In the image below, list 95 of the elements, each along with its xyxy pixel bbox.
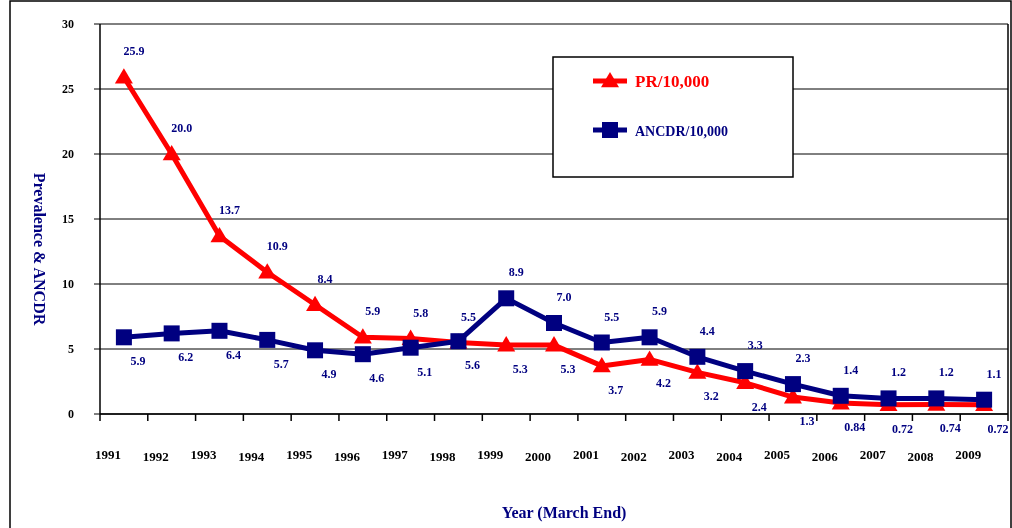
x-axis-title: Year (March End): [501, 504, 627, 522]
x-tick-label: 2002: [620, 449, 647, 464]
point: [402, 339, 419, 356]
y-tick-label: 15: [62, 212, 74, 226]
data-label: 5.9: [652, 304, 668, 319]
point: [545, 336, 563, 352]
point: [640, 350, 659, 366]
data-label: 2.4: [751, 399, 767, 414]
data-label: 8.4: [317, 271, 333, 286]
data-label: 3.2: [703, 389, 719, 404]
x-tick-label: 1994: [238, 449, 265, 464]
point: [498, 290, 515, 307]
x-tick-label: 2008: [907, 449, 934, 464]
data-label: 7.0: [556, 290, 572, 304]
data-label: 0.84: [844, 420, 866, 435]
point: [928, 390, 945, 407]
point: [976, 391, 993, 408]
data-label: 1.1: [986, 366, 1002, 381]
x-tick-label: 2004: [716, 449, 743, 464]
data-label: 5.9: [130, 354, 146, 369]
point: [592, 356, 611, 373]
y-tick-label: 5: [68, 342, 74, 356]
data-label: 1.4: [843, 362, 859, 377]
data-label: 5.5: [460, 309, 476, 324]
x-tick-label: 2006: [811, 449, 839, 464]
point: [353, 328, 372, 344]
data-label: 4.4: [699, 323, 715, 338]
x-tick-label: 2009: [955, 447, 982, 462]
point: [689, 348, 706, 365]
legend-label: PR/10,000: [635, 72, 710, 91]
point: [162, 145, 181, 161]
data-label: 1.2: [938, 365, 954, 380]
data-label: 0.74: [939, 421, 961, 436]
x-tick-label: 1991: [95, 447, 121, 462]
point: [259, 331, 276, 348]
y-tick-label: 25: [62, 82, 74, 96]
data-label: 4.2: [656, 376, 672, 391]
point: [688, 363, 707, 379]
point: [307, 342, 324, 359]
x-tick-label: 2007: [859, 447, 887, 462]
y-tick-label: 10: [62, 277, 74, 291]
data-label: 25.9: [123, 44, 145, 59]
y-tick-label: 30: [62, 17, 74, 31]
data-label: 5.6: [464, 358, 480, 373]
point: [641, 329, 658, 346]
point: [497, 336, 516, 352]
point: [784, 376, 801, 393]
data-label: 0.72: [987, 421, 1009, 436]
data-label: 5.3: [560, 362, 576, 377]
data-label: 20.0: [171, 121, 193, 135]
point: [737, 363, 754, 380]
y-tick-label: 20: [62, 147, 74, 161]
data-label: 6.4: [225, 347, 241, 362]
point: [880, 390, 897, 407]
data-label: 3.3: [747, 338, 763, 353]
x-tick-label: 1993: [190, 447, 218, 462]
point: [210, 226, 229, 243]
point: [832, 387, 849, 404]
point: [163, 325, 180, 342]
x-tick-label: 2005: [764, 447, 791, 462]
legend-label: ANCDR/10,000: [635, 124, 728, 139]
data-label: 8.9: [508, 265, 524, 280]
data-label: 4.9: [321, 367, 337, 382]
x-tick-label: 1996: [333, 449, 361, 464]
point: [546, 315, 562, 331]
point: [211, 322, 228, 339]
data-label: 1.3: [799, 414, 815, 429]
data-label: 10.9: [266, 239, 288, 254]
data-label: 6.2: [178, 350, 194, 365]
data-label: 0.72: [892, 421, 914, 436]
data-label: 2.3: [795, 351, 811, 366]
data-label: 5.1: [417, 364, 433, 379]
x-tick-label: 1999: [477, 447, 504, 462]
x-tick-label: 1997: [381, 447, 409, 462]
x-tick-label: 1995: [286, 447, 313, 462]
data-label: 3.7: [608, 382, 624, 397]
data-label: 5.5: [604, 309, 620, 324]
data-label: 4.6: [369, 371, 385, 386]
point: [115, 329, 132, 346]
x-tick-label: 2001: [572, 447, 599, 462]
y-tick-label: 0: [68, 407, 74, 421]
point: [114, 68, 133, 84]
data-label: 5.8: [413, 305, 429, 320]
y-axis-title: Prevalence & ANCDR: [31, 172, 48, 326]
x-tick-label: 2000: [525, 449, 552, 464]
data-label: 1.2: [891, 365, 907, 380]
x-tick-label: 2003: [668, 447, 695, 462]
data-label: 5.7: [273, 356, 289, 371]
point: [354, 346, 371, 363]
data-label: 13.7: [218, 202, 240, 217]
x-tick-label: 1992: [142, 449, 169, 464]
point: [593, 334, 610, 351]
x-tick-label: 1998: [429, 449, 457, 464]
data-label: 5.3: [512, 362, 528, 377]
data-label: 5.9: [365, 304, 381, 319]
